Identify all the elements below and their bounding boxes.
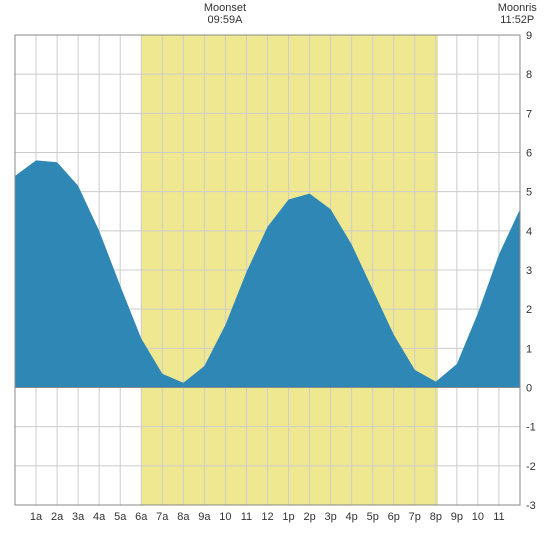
svg-text:10: 10 xyxy=(219,511,231,523)
svg-text:9p: 9p xyxy=(451,511,463,523)
svg-text:0: 0 xyxy=(526,383,532,395)
svg-text:7: 7 xyxy=(526,108,532,120)
svg-text:11: 11 xyxy=(241,511,252,523)
svg-text:1p: 1p xyxy=(282,511,294,523)
tide-chart: -3-2-101234567891a2a3a4a5a6a7a8a9a101112… xyxy=(0,0,550,550)
svg-text:8a: 8a xyxy=(177,511,190,523)
svg-text:8: 8 xyxy=(526,69,532,81)
svg-text:6a: 6a xyxy=(135,511,148,523)
svg-text:6: 6 xyxy=(526,148,532,160)
svg-text:1a: 1a xyxy=(30,511,43,523)
svg-text:8p: 8p xyxy=(430,511,442,523)
svg-text:3: 3 xyxy=(526,265,532,277)
svg-text:6p: 6p xyxy=(388,511,400,523)
svg-text:10: 10 xyxy=(472,511,484,523)
svg-text:2p: 2p xyxy=(303,511,315,523)
svg-text:4a: 4a xyxy=(93,511,106,523)
moonset-label: Moonset09:59A xyxy=(195,2,255,26)
svg-text:-2: -2 xyxy=(526,461,536,473)
event-title: Moonris xyxy=(487,2,547,14)
chart-svg: -3-2-101234567891a2a3a4a5a6a7a8a9a101112… xyxy=(0,0,550,550)
svg-text:2: 2 xyxy=(526,304,532,316)
svg-text:7a: 7a xyxy=(156,511,169,523)
event-time: 11:52P xyxy=(487,14,547,26)
svg-text:3a: 3a xyxy=(72,511,85,523)
svg-text:9a: 9a xyxy=(198,511,211,523)
svg-text:12: 12 xyxy=(261,511,273,523)
moonrise-label: Moonris11:52P xyxy=(487,2,547,26)
svg-text:1: 1 xyxy=(526,343,532,355)
event-title: Moonset xyxy=(195,2,255,14)
svg-text:4: 4 xyxy=(526,226,532,238)
svg-text:2a: 2a xyxy=(51,511,64,523)
svg-text:5p: 5p xyxy=(367,511,379,523)
svg-text:-3: -3 xyxy=(526,500,536,512)
svg-text:3p: 3p xyxy=(325,511,337,523)
svg-text:9: 9 xyxy=(526,30,532,42)
svg-text:-1: -1 xyxy=(526,422,536,434)
svg-text:11: 11 xyxy=(493,511,504,523)
svg-text:5a: 5a xyxy=(114,511,127,523)
svg-text:7p: 7p xyxy=(409,511,421,523)
event-time: 09:59A xyxy=(195,14,255,26)
svg-text:5: 5 xyxy=(526,187,532,199)
svg-text:4p: 4p xyxy=(346,511,358,523)
